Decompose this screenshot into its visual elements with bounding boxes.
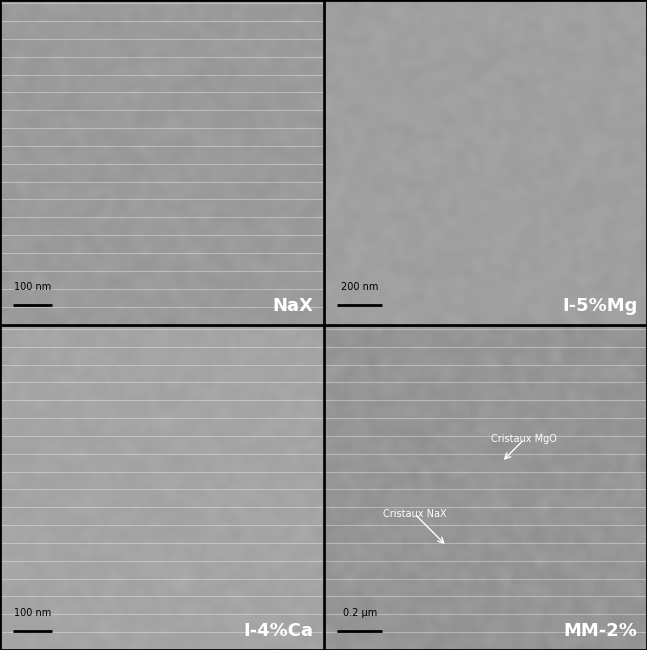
Text: Cristaux NaX: Cristaux NaX — [383, 509, 446, 519]
Text: 0.2 μm: 0.2 μm — [342, 608, 377, 617]
Text: MM-2%: MM-2% — [564, 622, 637, 640]
Text: 200 nm: 200 nm — [341, 282, 378, 292]
Text: NaX: NaX — [272, 296, 313, 315]
Text: I-4%Ca: I-4%Ca — [243, 622, 313, 640]
Text: 100 nm: 100 nm — [14, 608, 51, 617]
Text: Cristaux MgO: Cristaux MgO — [491, 434, 557, 444]
Text: 100 nm: 100 nm — [14, 282, 51, 292]
Text: I-5%Mg: I-5%Mg — [562, 296, 637, 315]
